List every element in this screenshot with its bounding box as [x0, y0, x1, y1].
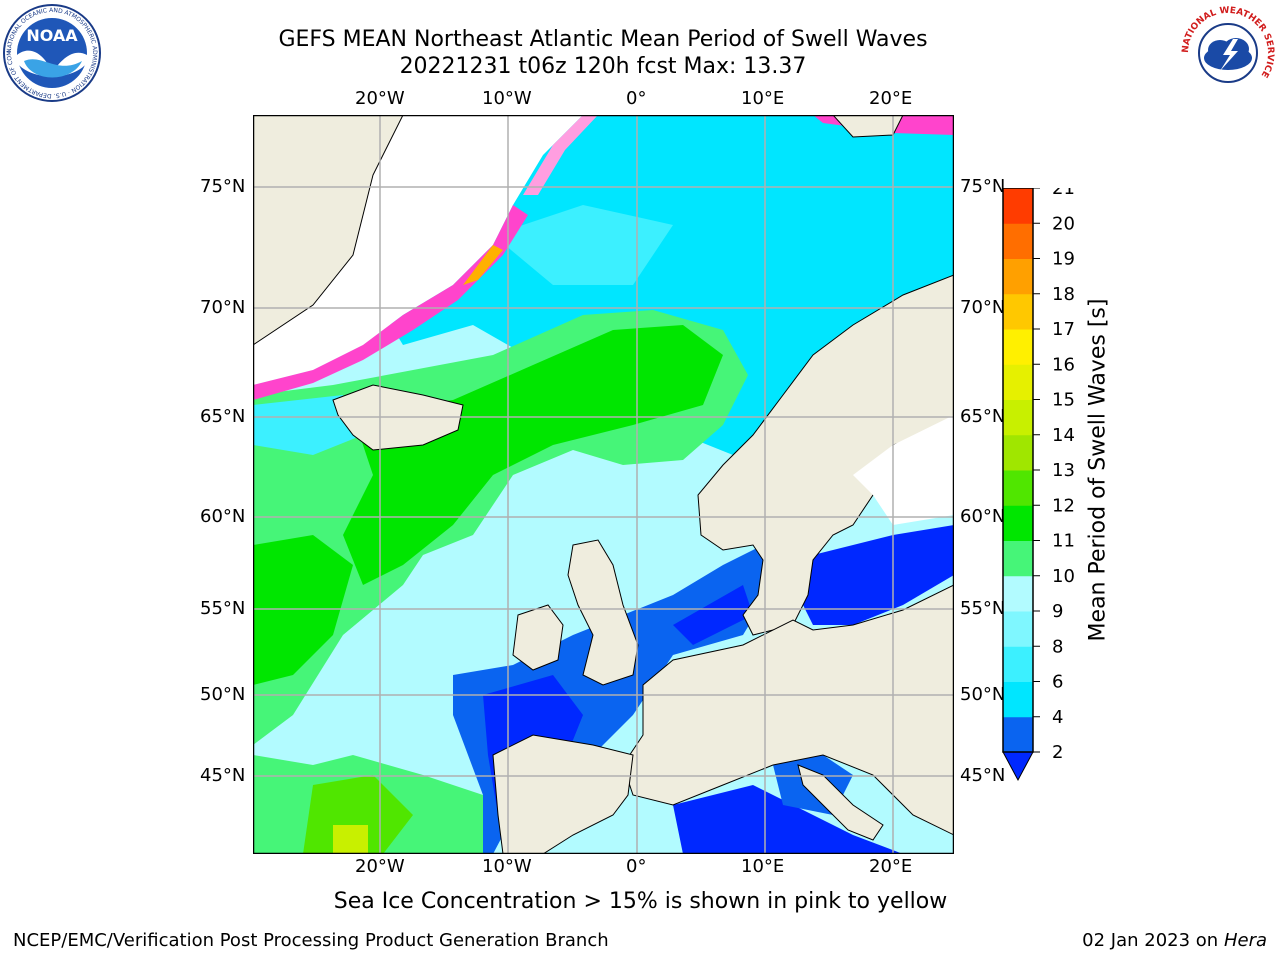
- colorbar-tick-label: 2: [1052, 742, 1063, 763]
- nws-logo: NATIONAL WEATHER SERVICE: [1180, 5, 1276, 101]
- great-britain: [567, 539, 639, 686]
- cyan-patch: [493, 205, 673, 285]
- colorbar-cell: [1003, 329, 1033, 365]
- lon-label-bottom: 10°W: [482, 856, 532, 877]
- colorbar-title: Mean Period of Swell Waves [s]: [1085, 298, 1111, 642]
- sea-ice-note: Sea Ice Concentration > 15% is shown in …: [333, 889, 948, 914]
- footer-credit: NCEP/EMC/Verification Post Processing Pr…: [13, 930, 609, 951]
- channel-blue: [673, 585, 753, 645]
- graticule: [253, 115, 954, 854]
- colorbar-cell: [1003, 434, 1033, 471]
- colorbar-cell: [1003, 364, 1033, 400]
- mediterranean: [673, 785, 903, 854]
- colorbar-cell: [1003, 188, 1033, 224]
- colorbar-tick-label: 9: [1052, 601, 1063, 622]
- gulf-of-bothnia-ice: [853, 415, 954, 525]
- lat-label-left: 45°N: [200, 765, 246, 786]
- colorbar-cell: [1003, 258, 1033, 295]
- colorbar-cell: [1003, 470, 1033, 506]
- colorbar-cell: [1003, 646, 1033, 682]
- colorbar-tick-label: 11: [1052, 531, 1075, 552]
- colorbar-tick-label: 12: [1052, 495, 1075, 516]
- colorbar-tick-label: 21: [1052, 188, 1075, 199]
- green-core: [343, 325, 723, 585]
- scandinavia: [697, 274, 954, 636]
- map-frame: [253, 115, 954, 854]
- green-sw-core: [303, 775, 413, 854]
- lat-label-right: 45°N: [960, 765, 1006, 786]
- colorbar-cell: [1003, 575, 1033, 612]
- colorbar-tick-label: 4: [1052, 707, 1063, 728]
- colorbar-tick-label: 16: [1052, 354, 1075, 375]
- colorbar-tick-label: 14: [1052, 425, 1075, 446]
- lat-label-right: 75°N: [960, 176, 1006, 197]
- colorbar-tick-label: 20: [1052, 213, 1075, 234]
- iceland-cyan: [253, 395, 363, 455]
- colorbar-tick-label: 8: [1052, 636, 1063, 657]
- colorbar-extend-triangle: [1002, 751, 1034, 782]
- lat-label-left: 60°N: [200, 506, 246, 527]
- footer-host: Hera: [1223, 930, 1267, 951]
- lat-label-right: 55°N: [960, 598, 1006, 619]
- chart-subtitle: 20221231 t06z 120h fcst Max: 13.37: [399, 54, 807, 79]
- colorbar-tick-label: 19: [1052, 249, 1075, 270]
- colorbar-tick-label: 18: [1052, 284, 1075, 305]
- lat-label-left: 50°N: [200, 684, 246, 705]
- colorbar-cell: [1003, 293, 1033, 330]
- greenland: [253, 115, 404, 346]
- ireland: [512, 604, 564, 671]
- lon-label-top: 0°: [626, 88, 647, 109]
- colorbar-tick-label: 6: [1052, 672, 1063, 693]
- green-west: [253, 535, 353, 685]
- colorbar-cells: [1003, 188, 1033, 753]
- lon-label-top: 10°W: [482, 88, 532, 109]
- lon-label-bottom: 20°W: [355, 856, 405, 877]
- colorbar-cell: [1003, 399, 1033, 436]
- lat-label-left: 65°N: [200, 406, 246, 427]
- lat-label-right: 60°N: [960, 506, 1006, 527]
- lat-label-left: 75°N: [200, 176, 246, 197]
- lon-label-bottom: 0°: [626, 856, 647, 877]
- iberian-peninsula: [492, 734, 634, 854]
- lon-label-top: 20°W: [355, 88, 405, 109]
- lat-label-right: 50°N: [960, 684, 1006, 705]
- baltic-sea: [793, 525, 954, 625]
- yellow-patch: [333, 825, 368, 854]
- swell-period-map: [253, 115, 954, 854]
- lat-label-left: 55°N: [200, 598, 246, 619]
- footer-date: 02 Jan 2023 on Hera: [1082, 930, 1267, 951]
- colorbar-cell: [1003, 611, 1033, 647]
- footer-date-text: 02 Jan 2023 on: [1082, 930, 1224, 951]
- colorbar-cell: [1003, 716, 1033, 753]
- colorbar-tick-label: 17: [1052, 319, 1075, 340]
- colorbar-tick-label: 10: [1052, 566, 1075, 587]
- italy: [797, 764, 884, 841]
- ice-edge: [253, 205, 528, 400]
- colorbar-cell: [1003, 223, 1033, 259]
- lon-label-top: 10°E: [741, 88, 785, 109]
- colorbar-cell: [1003, 540, 1033, 577]
- colorbar-cell: [1003, 681, 1033, 718]
- colorbar-tick-label: 15: [1052, 390, 1075, 411]
- noaa-logo: NATIONAL OCEANIC AND ATMOSPHERIC ADMINIS…: [2, 3, 101, 102]
- colorbar-ticks: 2 4 6 8 9 10 11 12 13 14 15 16 17 18 19 20 21: [1033, 188, 1075, 763]
- lon-label-bottom: 10°E: [741, 856, 785, 877]
- colorbar-tick-label: 13: [1052, 460, 1075, 481]
- lat-label-left: 70°N: [200, 297, 246, 318]
- lon-label-top: 20°E: [869, 88, 913, 109]
- colorbar: 2 4 6 8 9 10 11 12 13 14 15 16 17 18 19 20 21: [1002, 188, 1075, 782]
- lat-label-right: 70°N: [960, 297, 1006, 318]
- lon-label-bottom: 20°E: [869, 856, 913, 877]
- chart-title: GEFS MEAN Northeast Atlantic Mean Period…: [278, 27, 928, 52]
- colorbar-cell: [1003, 505, 1033, 541]
- lat-label-right: 65°N: [960, 406, 1006, 427]
- noaa-wordmark: NOAA: [26, 26, 78, 45]
